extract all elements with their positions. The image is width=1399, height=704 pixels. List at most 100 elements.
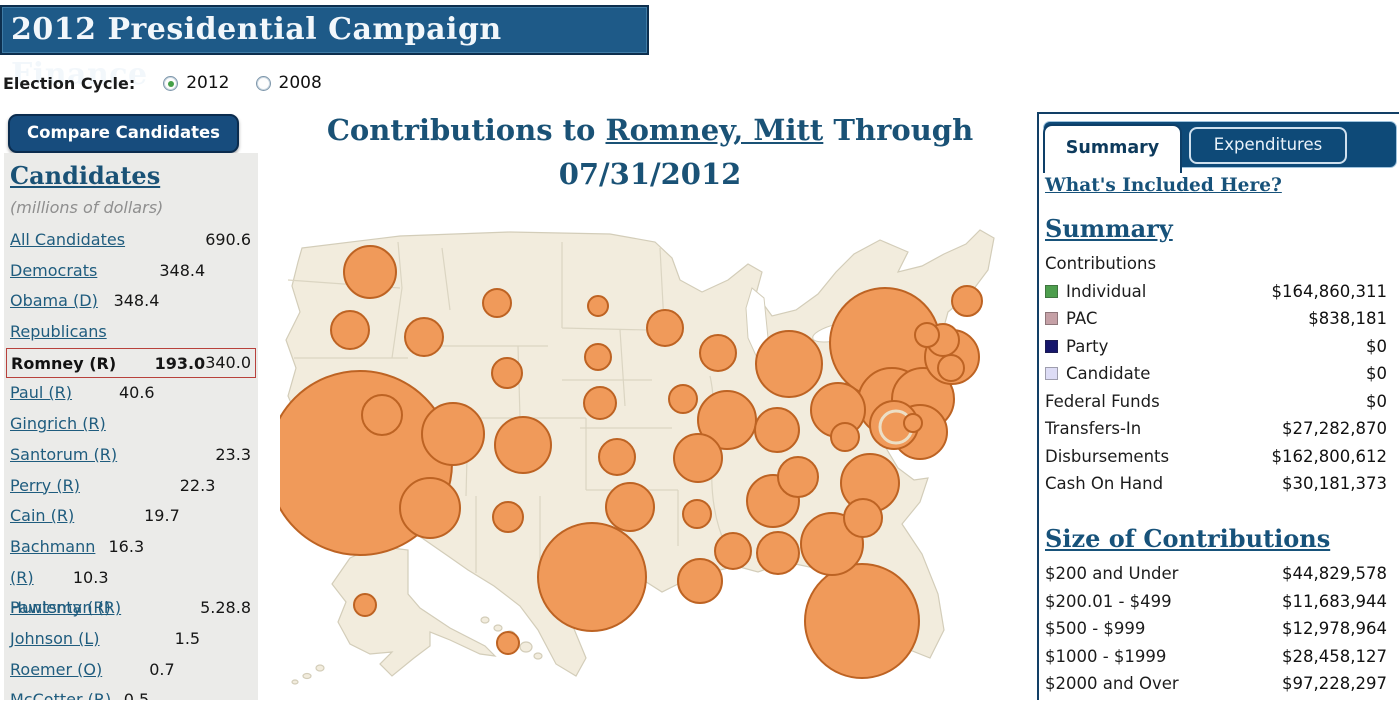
candidate-link[interactable]: Pawlenty (R) (10, 598, 111, 618)
bubble-nm[interactable] (492, 501, 524, 533)
compare-candidates-button[interactable]: Compare Candidates (8, 114, 239, 153)
bubble-fl[interactable] (804, 563, 920, 679)
radio-cycle-2008[interactable]: 2008 (255, 73, 322, 93)
summary-row: Individual $164,860,311 (1045, 278, 1387, 306)
bubble-in[interactable] (754, 407, 800, 453)
candidate-row: Romney (R) 193.0 (6, 347, 256, 379)
candidate-link[interactable]: Perry (R) (10, 475, 80, 495)
bubble-tx[interactable] (537, 522, 647, 632)
candidate-link[interactable]: Democrats (10, 260, 98, 280)
size-row-label: $200.01 - $499 (1045, 591, 1172, 611)
aleutian-islands (291, 664, 325, 685)
bubble-hi[interactable] (496, 631, 520, 655)
candidate-total: 40.6 (118, 383, 155, 403)
bubble-ut[interactable] (421, 402, 485, 466)
candidate-link[interactable]: Obama (D) (10, 291, 98, 311)
candidate-link[interactable]: McCotter (R) (10, 690, 112, 700)
candidate-link[interactable]: Huntsman (R) (10, 598, 122, 618)
legend-swatch-icon (1045, 367, 1058, 381)
bubble-vt[interactable] (914, 322, 940, 348)
size-row-value: $97,228,297 (1282, 674, 1387, 694)
candidate-row: Santorum (R) 22.3 (6, 440, 256, 495)
map-title-date: 07/31/2012 (558, 157, 742, 191)
summary-row-value: $164,860,311 (1271, 281, 1387, 301)
candidate-link[interactable]: Paul (R) (10, 383, 73, 403)
summary-row-label: Individual (1066, 281, 1147, 301)
bubble-az[interactable] (399, 477, 461, 539)
size-row: $200.01 - $499 $11,683,944 (1045, 588, 1387, 616)
bubble-mn[interactable] (646, 309, 684, 347)
size-row-label: $2000 and Over (1045, 674, 1179, 694)
summary-row-label: PAC (1066, 309, 1098, 329)
candidate-row: McCotter (R) 0.5 (6, 685, 256, 700)
candidate-link[interactable]: Romney (R) (11, 353, 117, 373)
summary-row: Disbursements $162,800,612 (1045, 443, 1387, 471)
radio-button-icon[interactable] (255, 75, 271, 91)
radio-cycle-2012[interactable]: 2012 (163, 73, 230, 93)
tab-summary[interactable]: Summary (1043, 124, 1182, 173)
candidates-unit-note: (millions of dollars) (10, 198, 164, 217)
bubble-co[interactable] (494, 416, 552, 474)
bubble-nv[interactable] (361, 394, 403, 436)
bubble-ok[interactable] (605, 482, 655, 532)
summary-row-label: Candidate (1066, 364, 1151, 384)
size-row-value: $28,458,127 (1282, 646, 1387, 666)
bubble-la[interactable] (677, 558, 723, 604)
bubble-de[interactable] (903, 413, 923, 433)
size-rows: $200 and Under $44,829,578 $200.01 - $49… (1045, 560, 1387, 698)
candidate-link[interactable]: Roemer (O) (10, 659, 103, 679)
bubble-ne[interactable] (583, 386, 617, 420)
bubble-ks[interactable] (598, 438, 636, 476)
candidate-link[interactable]: Santorum (R) (10, 444, 118, 464)
candidate-link[interactable]: Republicans (10, 322, 107, 342)
tab-expenditures[interactable]: Expenditures (1189, 127, 1347, 164)
bubble-id[interactable] (404, 317, 444, 357)
map-title: Contributions to Romney, Mitt Through 07… (290, 108, 1010, 196)
bubble-al[interactable] (756, 531, 800, 575)
candidate-name-link[interactable]: Romney, Mitt (605, 113, 824, 147)
bubble-me[interactable] (951, 285, 983, 317)
bubble-wa[interactable] (343, 245, 397, 299)
summary-row-value: $0 (1366, 391, 1387, 411)
bubble-mt[interactable] (482, 288, 512, 318)
bubble-mo[interactable] (673, 433, 723, 483)
bubble-sd[interactable] (584, 343, 612, 371)
candidate-link[interactable]: Gingrich (R) (10, 414, 106, 434)
candidate-link[interactable]: Bachmann (R) (10, 536, 96, 587)
candidate-row: All Candidates 690.6 (6, 225, 256, 256)
size-row: $200 and Under $44,829,578 (1045, 560, 1387, 588)
bubble-ct[interactable] (937, 354, 965, 382)
candidate-total: 348.4 (159, 260, 206, 280)
candidate-link[interactable]: All Candidates (10, 230, 126, 249)
bubble-ky[interactable] (777, 456, 819, 498)
bubble-nd[interactable] (587, 295, 609, 317)
bubble-wv[interactable] (830, 422, 860, 452)
summary-row-label: Transfers-In (1045, 419, 1142, 439)
size-of-contributions-heading: Size of Contributions (1045, 524, 1331, 553)
summary-row-value: $162,800,612 (1271, 446, 1387, 466)
candidate-link[interactable]: Johnson (L) (10, 628, 100, 648)
bubble-sc[interactable] (843, 498, 883, 538)
candidate-total: 19.7 (144, 506, 180, 526)
bubble-ms[interactable] (714, 532, 752, 570)
bubble-ak[interactable] (353, 593, 377, 617)
bubble-ia[interactable] (668, 384, 698, 414)
candidate-row: Huntsman (R) 8.8 (6, 563, 256, 617)
size-of-contributions-section: Size of Contributions $200 and Under $44… (1045, 524, 1387, 698)
radio-2012-label: 2012 (186, 73, 230, 93)
candidate-link[interactable]: Cain (R) (10, 506, 75, 526)
candidate-total: 22.3 (179, 475, 216, 495)
candidates-sidebar: Candidates (millions of dollars) All Can… (4, 153, 258, 700)
us-bubble-map[interactable] (267, 228, 1010, 700)
bubble-wi[interactable] (699, 334, 737, 372)
bubble-ar[interactable] (682, 499, 712, 529)
radio-button-icon[interactable] (163, 75, 179, 91)
whats-included-link[interactable]: What's Included Here? (1045, 175, 1282, 196)
candidate-total: 690.6 (205, 230, 251, 249)
bubble-wy[interactable] (491, 357, 523, 389)
bubble-il[interactable] (697, 390, 757, 450)
bubble-mi[interactable] (755, 330, 823, 398)
size-row: $1000 - $1999 $28,458,127 (1045, 643, 1387, 671)
bubble-or[interactable] (330, 310, 370, 350)
candidate-row: Roemer (O) 0.7 (6, 655, 256, 686)
